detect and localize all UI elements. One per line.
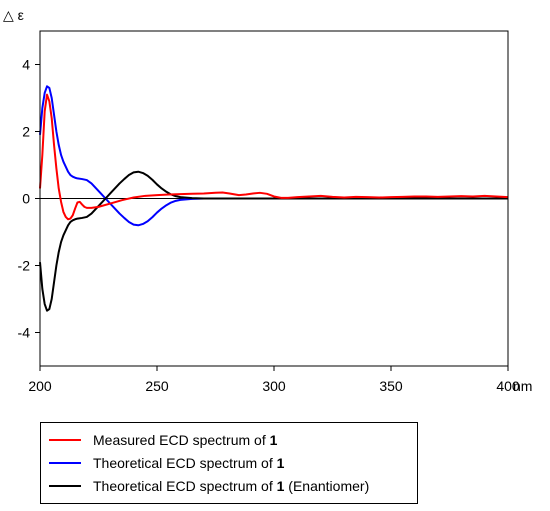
legend-label-enantiomer: Theoretical ECD spectrum of 1 (Enantiome… [93, 478, 370, 494]
legend-item-theoretical: Theoretical ECD spectrum of 1 [49, 453, 284, 473]
axes: 4 2 0 -2 -4 200 250 300 350 400 [18, 30, 520, 394]
y-tick-label-1: 2 [22, 124, 30, 140]
legend: Measured ECD spectrum of 1 Theoretical E… [40, 422, 418, 504]
x-tick-label-4: 400 [496, 378, 520, 394]
y-axis-label: △ ε [3, 7, 24, 23]
legend-swatch-theoretical [49, 462, 81, 464]
y-tick-label-2: 0 [22, 191, 30, 207]
x-tick-label-2: 300 [262, 378, 286, 394]
y-tick-label-4: -4 [18, 325, 31, 341]
y-tick-label-3: -2 [18, 258, 31, 274]
y-tick-label-0: 4 [22, 57, 30, 73]
legend-item-enantiomer: Theoretical ECD spectrum of 1 (Enantiome… [49, 476, 369, 496]
series-line-0 [39, 93, 509, 221]
legend-item-measured: Measured ECD spectrum of 1 [49, 430, 277, 450]
legend-swatch-enantiomer [49, 485, 81, 487]
x-tick-label-3: 350 [379, 378, 403, 394]
plot-area [39, 85, 509, 312]
legend-label-theoretical: Theoretical ECD spectrum of 1 [93, 455, 285, 471]
series-line-2 [39, 170, 508, 312]
legend-swatch-measured [49, 439, 81, 441]
x-tick-label-0: 200 [28, 378, 52, 394]
x-axis-unit: nm [513, 378, 532, 394]
legend-label-measured: Measured ECD spectrum of 1 [93, 432, 278, 448]
x-tick-label-1: 250 [145, 378, 169, 394]
